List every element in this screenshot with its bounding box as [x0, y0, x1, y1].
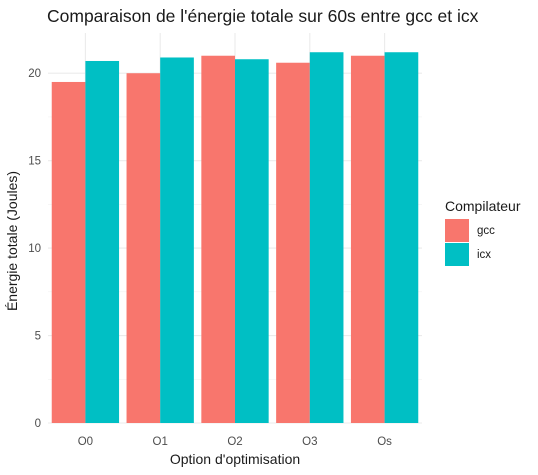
bar-gcc-Os — [350, 55, 385, 424]
legend-label-gcc: gcc — [477, 225, 495, 237]
bar-gcc-O0 — [51, 81, 86, 423]
legend-title: Compilateur — [445, 198, 521, 214]
bar-gcc-O2 — [201, 55, 235, 424]
bar-icx-O1 — [160, 57, 194, 423]
y-tick-label: 0 — [35, 418, 41, 430]
bar-icx-O2 — [235, 59, 269, 423]
y-tick-label: 15 — [28, 156, 41, 168]
x-axis-ticks: O0 O1 O2 O3 Os — [78, 436, 392, 448]
legend: Compilateur gcc icx — [445, 198, 521, 266]
bar-icx-Os — [384, 52, 419, 423]
bar-icx-O3 — [309, 52, 344, 423]
x-tick-label: O3 — [302, 436, 317, 448]
x-tick-label: O0 — [78, 436, 93, 448]
bar-gcc-O3 — [276, 62, 310, 423]
legend-label-icx: icx — [477, 249, 491, 261]
chart-title: Comparaison de l'énergie totale sur 60s … — [47, 6, 479, 26]
y-axis-ticks: 0 5 10 15 20 — [28, 68, 41, 430]
x-tick-label: O1 — [153, 436, 168, 448]
x-tick-label: Os — [377, 436, 392, 448]
legend-key-icx — [445, 243, 469, 266]
x-axis-title: Option d'optimisation — [170, 451, 300, 467]
y-axis-title: Énergie totale (Joules) — [4, 171, 20, 311]
legend-key-gcc — [445, 219, 469, 242]
bar-gcc-O1 — [126, 73, 161, 423]
bar-icx-O0 — [85, 60, 120, 424]
bars — [51, 52, 419, 424]
y-tick-label: 5 — [35, 331, 41, 343]
legend-items: gcc icx — [445, 219, 495, 266]
x-tick-label: O2 — [227, 436, 242, 448]
y-tick-label: 20 — [28, 68, 41, 80]
y-tick-label: 10 — [28, 243, 41, 255]
